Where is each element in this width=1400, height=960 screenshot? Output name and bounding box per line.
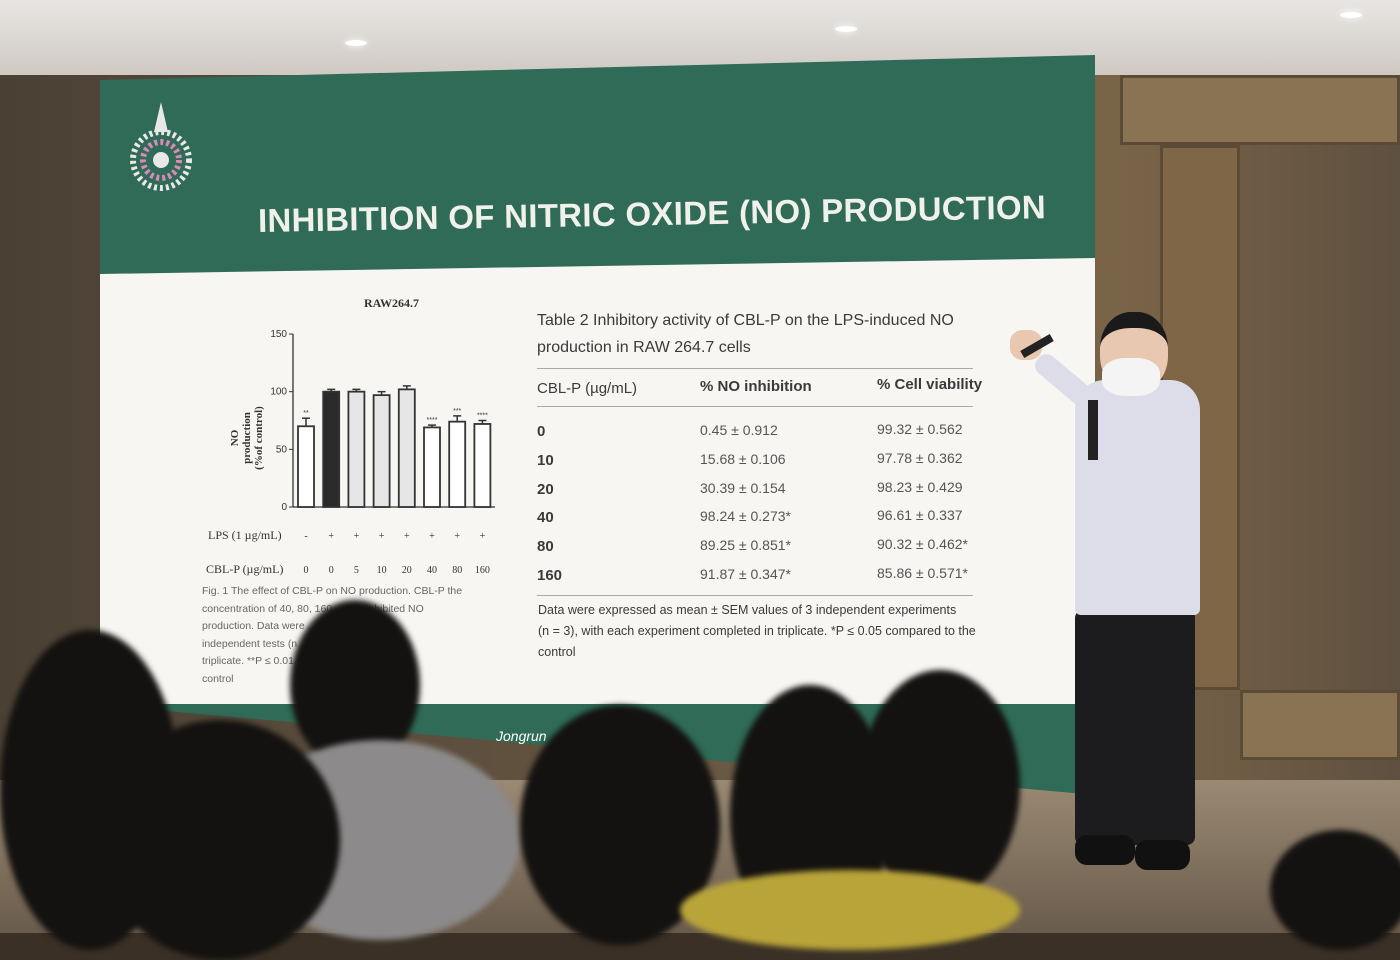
- table-cell-no-inhibition: 30.39 ± 0.154: [700, 479, 786, 496]
- ceiling: [0, 0, 1400, 75]
- table-title-line2: production in RAW 264.7 cells: [537, 339, 751, 356]
- figure-caption-line: concentration of 40, 80, 160 ... ntly in…: [202, 602, 424, 615]
- cblp-label: 10: [377, 565, 387, 576]
- audience-head: [860, 670, 1020, 900]
- lps-label: +: [429, 531, 435, 542]
- lps-label: +: [454, 531, 460, 542]
- table-cell-concentration: 20: [537, 480, 554, 498]
- table-cell-concentration: 40: [537, 509, 554, 527]
- university-logo: [130, 102, 192, 191]
- table-cell-concentration: 80: [537, 538, 554, 556]
- table-cell-concentration: 0: [537, 423, 546, 440]
- cblp-label: 0: [329, 565, 334, 576]
- significance-label: ****: [427, 417, 438, 424]
- row-label-cblp: CBL-P (µg/mL): [206, 562, 283, 576]
- lps-label: +: [404, 531, 410, 542]
- lps-label: -: [304, 531, 307, 542]
- table-cell-viability: 96.61 ± 0.337: [877, 507, 963, 524]
- ceiling-light: [345, 40, 367, 46]
- shoe: [1135, 840, 1190, 870]
- bar: [322, 390, 341, 508]
- table-rule: [537, 595, 973, 596]
- table-footnote-line: control: [538, 645, 576, 659]
- lps-label: +: [480, 531, 486, 542]
- cblp-label: 5: [354, 565, 359, 576]
- face-mask: [1102, 358, 1160, 396]
- audience-shoulders: [680, 870, 1020, 950]
- cblp-label: 20: [402, 565, 412, 576]
- table-cell-no-inhibition: 89.25 ± 0.851*: [700, 537, 791, 554]
- table-cell-viability: 90.32 ± 0.462*: [877, 536, 968, 553]
- bar-chart: 0 50 100 150 ** - 0 +0 +5 +10 +20 **** +40 *** +80 ****…: [206, 329, 495, 576]
- slide-content-area: [100, 258, 1095, 704]
- table-title-line1: Table 2 Inhibitory activity of CBL-P on …: [537, 312, 954, 330]
- table-cell-viability: 98.23 ± 0.429: [877, 478, 963, 495]
- bar: [372, 394, 391, 508]
- significance-label: **: [303, 410, 309, 417]
- cblp-label: 0: [304, 565, 309, 576]
- y-tick-label: 50: [276, 444, 288, 455]
- ceiling-light: [1340, 12, 1362, 18]
- lps-label: +: [379, 531, 385, 542]
- table-title-text: Table 2 Inhibitory activity of CBL-P on …: [537, 312, 954, 329]
- cblp-label: 80: [452, 565, 462, 576]
- table-cell-no-inhibition: 98.24 ± 0.273*: [700, 508, 791, 525]
- figure-caption-line: control: [202, 672, 234, 685]
- table-footnote-line: (n = 3), with each experiment completed …: [538, 624, 976, 638]
- y-tick-label: 0: [281, 502, 287, 513]
- bar: [297, 425, 315, 508]
- chart-title: RAW264.7: [364, 296, 420, 310]
- table-header-cell-viability: % Cell viability: [877, 376, 983, 393]
- table-rule: [537, 368, 973, 369]
- bar: [347, 390, 366, 508]
- microphone: [1088, 400, 1098, 460]
- table-cell-viability: 99.32 ± 0.562: [877, 421, 963, 437]
- table-cell-no-inhibition: 15.68 ± 0.106: [700, 450, 786, 467]
- table-footnote-line: Data were expressed as mean ± SEM values…: [538, 603, 957, 617]
- lps-label: +: [354, 531, 360, 542]
- table-header-no-inhibition: % NO inhibition: [700, 378, 812, 395]
- significance-label: ****: [477, 413, 488, 420]
- ceiling-light: [835, 26, 857, 32]
- wood-panel: [1120, 75, 1400, 145]
- cblp-label: 160: [475, 565, 490, 576]
- shoe: [1075, 835, 1135, 865]
- audience-head: [100, 720, 340, 960]
- table-cell-viability: 97.78 ± 0.362: [877, 449, 963, 466]
- row-label-lps: LPS (1 µg/mL): [208, 528, 282, 542]
- significance-label: ***: [453, 408, 461, 415]
- table-header-concentration: CBL-P (µg/mL): [537, 380, 638, 397]
- slide-footer-author: Jongrun: [496, 728, 547, 744]
- table-cell-viability: 85.86 ± 0.571*: [877, 565, 968, 581]
- presenter-trousers: [1075, 610, 1195, 845]
- cblp-label: 40: [427, 565, 437, 576]
- bar: [397, 388, 416, 508]
- table-cell-concentration: 10: [537, 451, 554, 469]
- y-tick-label: 150: [270, 329, 287, 340]
- table-cell-no-inhibition: 0.45 ± 0.912: [700, 422, 778, 438]
- bar: [423, 426, 441, 508]
- lps-label: +: [328, 531, 334, 542]
- audience-head: [1270, 830, 1400, 950]
- y-tick-label: 100: [270, 387, 287, 398]
- table-cell-concentration: 160: [537, 567, 563, 584]
- wood-panel: [1240, 690, 1400, 760]
- table-cell-no-inhibition: 91.87 ± 0.347*: [700, 566, 791, 582]
- table-rule: [537, 406, 973, 407]
- bar: [473, 423, 492, 508]
- bar: [448, 420, 467, 508]
- figure-caption-line: Fig. 1 The effect of CBL-P on NO product…: [202, 585, 463, 597]
